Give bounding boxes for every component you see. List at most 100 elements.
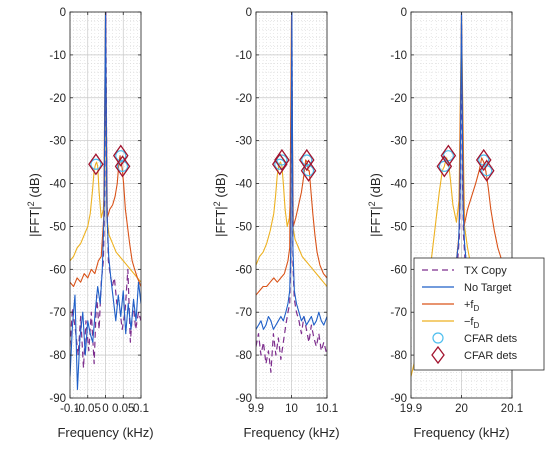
x-tick-label: 0 — [102, 403, 108, 415]
cfar-circle-marker — [438, 160, 450, 172]
cfar-diamond-marker — [88, 153, 104, 176]
legend-box — [413, 257, 545, 371]
x-axis-title: Frequency (kHz) — [243, 425, 339, 440]
cfar-circle-marker — [276, 154, 288, 166]
series-group — [256, 12, 327, 373]
cfar-diamond-marker — [112, 144, 129, 167]
series-line-minus-fd — [256, 15, 327, 287]
legend-label: +fD — [464, 299, 479, 313]
y-tick-label: -70 — [235, 307, 252, 319]
legend-label-main: TX Copy — [464, 265, 507, 277]
x-tick-label: -0.05 — [75, 403, 101, 415]
y-axis-title-sup: 2 — [367, 201, 377, 206]
legend-label: CFAR dets — [464, 350, 518, 362]
y-axis-title-unit: (dB) — [213, 173, 228, 201]
x-tick-label: 10 — [285, 403, 298, 415]
cfar-circle-marker — [115, 150, 127, 162]
y-tick-label: -10 — [390, 50, 407, 62]
y-tick-label: -40 — [235, 179, 252, 191]
y-tick-label: -80 — [49, 350, 66, 362]
y-tick-label: -10 — [49, 50, 66, 62]
y-tick-label: -20 — [49, 93, 66, 105]
y-tick-label: -20 — [235, 93, 252, 105]
x-tick-label: 10.1 — [316, 403, 338, 415]
legend-label-main: CFAR dets — [464, 333, 518, 345]
cfar-circle-marker — [301, 154, 313, 166]
legend-label: −fD — [464, 316, 479, 330]
cfar-diamond-marker — [475, 148, 492, 172]
legend-item-5: CFAR dets — [432, 332, 518, 345]
cfar-diamond-marker — [478, 159, 495, 182]
y-tick-label: 0 — [401, 7, 407, 19]
x-axis-title: Frequency (kHz) — [57, 425, 153, 440]
legend-item-3: +fD — [422, 299, 479, 313]
x-tick-label: 20 — [455, 403, 468, 415]
y-tick-label: -20 — [390, 93, 407, 105]
x-tick-label: -0.1 — [60, 403, 80, 415]
y-tick-label: -30 — [390, 136, 407, 148]
y-axis-title-main: |FFT| — [27, 206, 42, 237]
y-tick-label: -60 — [235, 264, 252, 276]
series-group — [70, 12, 141, 390]
cfar-circle-marker — [116, 160, 129, 172]
legend-label-main: −f — [464, 316, 474, 328]
legend-label-main: No Target — [464, 282, 512, 294]
x-tick-label: 0.05 — [112, 403, 134, 415]
cfar-markers — [271, 148, 317, 182]
cfar-diamond-marker — [114, 155, 131, 178]
y-tick-label: 0 — [246, 7, 252, 19]
y-tick-label: -90 — [49, 393, 66, 405]
y-tick-label: -60 — [49, 264, 66, 276]
y-axis-title-sup: 2 — [212, 201, 222, 206]
y-tick-label: -50 — [235, 221, 252, 233]
legend-label-main: +f — [464, 299, 474, 311]
cfar-markers — [88, 144, 131, 178]
chart-panel-2: 0 -10 -20 -30 -40 -50 -60 -70 -80 -909.9 10 10.1 Fre… — [212, 7, 340, 440]
y-tick-label: -50 — [49, 221, 66, 233]
y-tick-label: -60 — [390, 264, 407, 276]
legend-label-main: CFAR dets — [464, 350, 518, 362]
y-tick-label: -80 — [235, 350, 252, 362]
y-tick-label: -30 — [49, 136, 66, 148]
legend-label-sub: D — [473, 304, 479, 313]
y-tick-label: 0 — [60, 7, 66, 19]
x-axis-title: Frequency (kHz) — [413, 425, 509, 440]
series-line-no-target — [256, 12, 327, 330]
cfar-circle-marker — [302, 165, 315, 177]
legend-label: TX Copy — [464, 265, 507, 277]
y-tick-label: -40 — [390, 179, 407, 191]
y-axis-title: |FFT|2 (dB) — [367, 173, 383, 237]
legend-label: No Target — [464, 282, 512, 294]
y-tick-label: -50 — [390, 221, 407, 233]
series-line-no-target — [70, 12, 141, 390]
legend-item-6: CFAR dets — [431, 345, 518, 365]
series-line-plus-fd — [70, 12, 141, 288]
cfar-diamond-marker — [298, 148, 315, 172]
y-axis-title: |FFT|2 (dB) — [26, 173, 42, 237]
legend-circle-swatch — [432, 332, 444, 344]
y-axis-title-main: |FFT| — [213, 206, 228, 237]
x-tick-label: 9.9 — [248, 403, 264, 415]
y-tick-label: -70 — [49, 307, 66, 319]
cfar-markers — [436, 144, 495, 182]
legend-label: CFAR dets — [464, 333, 518, 345]
cfar-diamond-marker — [440, 144, 457, 167]
cfar-circle-marker — [442, 150, 454, 162]
legend-item-2: No Target — [422, 282, 512, 294]
y-tick-label: -10 — [235, 50, 252, 62]
y-tick-label: -40 — [49, 179, 66, 191]
x-tick-label: 20.1 — [501, 403, 523, 415]
y-axis-title-unit: (dB) — [27, 173, 42, 201]
series-line-tx-copy — [455, 12, 468, 278]
cfar-diamond-marker — [436, 155, 453, 178]
y-tick-label: -70 — [390, 307, 407, 319]
y-tick-label: -80 — [390, 350, 407, 362]
y-axis-title-unit: (dB) — [368, 173, 383, 201]
y-axis-title-sup: 2 — [26, 201, 36, 206]
series-line-minus-fd — [70, 12, 141, 283]
y-tick-label: -30 — [235, 136, 252, 148]
chart-panel-1: 0-10-20-30-40-50-60-70-80-90-0.1-0.05 0 0.… — [26, 7, 154, 440]
